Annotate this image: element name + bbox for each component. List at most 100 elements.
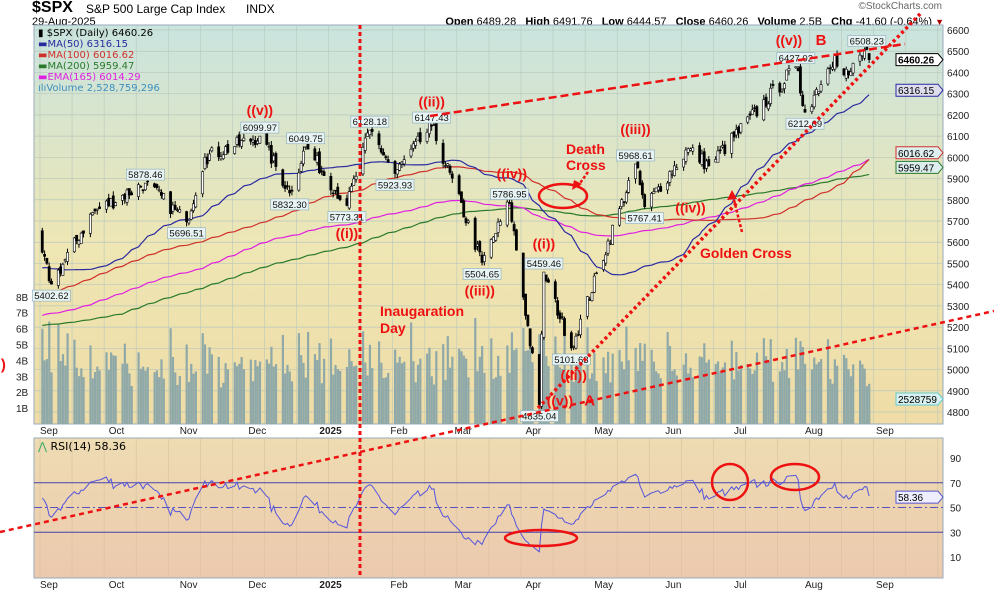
candle-body	[194, 195, 198, 208]
volume-bar	[700, 357, 704, 424]
volume-bar	[364, 362, 367, 424]
candle-body	[384, 156, 388, 159]
volume-bar	[831, 383, 834, 424]
candle-body	[185, 211, 188, 223]
candle-body	[489, 239, 493, 258]
last-value-marker	[895, 392, 944, 406]
candle-body	[139, 186, 143, 188]
candle-body	[698, 145, 702, 163]
date-tick-label: Jul	[734, 580, 747, 591]
price-label: 5767.41	[627, 214, 661, 225]
volume-bar	[490, 338, 493, 424]
candle-body	[867, 53, 871, 60]
candle-body	[640, 182, 644, 196]
volume-bar	[746, 363, 749, 424]
candle-body	[237, 134, 241, 146]
candle-body	[318, 151, 321, 174]
volume-bar	[350, 361, 353, 424]
volume-bar	[755, 352, 759, 424]
candle-body	[705, 160, 708, 169]
volume-bar	[845, 358, 848, 424]
price-label: 5402.62	[34, 291, 68, 302]
price-label-box	[462, 268, 502, 280]
candle-body	[675, 167, 679, 170]
volume-bar	[542, 320, 546, 424]
candle-body	[411, 143, 415, 149]
candle-body	[208, 153, 211, 161]
candle-body	[331, 192, 335, 195]
date-tick-label: Sep	[876, 580, 894, 591]
candle-body	[482, 255, 486, 262]
candle-body	[700, 153, 704, 165]
volume-tick-label: 3B	[16, 372, 29, 383]
volume-bar	[410, 322, 413, 424]
candle-body	[652, 191, 656, 194]
candle-body	[418, 132, 422, 143]
volume-bar	[258, 361, 262, 424]
volume-bar	[494, 377, 497, 424]
volume-bar	[526, 350, 530, 424]
price-tick-label: 5300	[947, 302, 970, 313]
volume-bar	[833, 359, 836, 424]
rsi-tick-label: 70	[950, 479, 962, 490]
volume-bar	[352, 366, 355, 424]
volume-bar	[128, 373, 131, 424]
candle-body	[414, 141, 418, 146]
candle-body	[111, 195, 115, 209]
candle-body	[395, 169, 399, 175]
candle-body	[95, 208, 99, 211]
price-label-box	[270, 198, 309, 211]
legend-ma100: ▬MA(100) 6016.62	[38, 50, 135, 61]
rsi-overbought-circle	[769, 462, 821, 492]
candle-body	[686, 148, 690, 153]
volume-bar	[89, 345, 92, 424]
candle-body	[91, 212, 95, 216]
volume-tick-label: 1B	[16, 404, 29, 415]
volume-bar	[66, 333, 69, 424]
volume-bar	[634, 347, 637, 424]
volume-bar	[689, 367, 692, 424]
volume-bar	[570, 358, 573, 424]
volume-bar	[703, 343, 706, 424]
volume-bar	[448, 367, 452, 424]
rsi-legend-text: RSI(14) 58.36	[50, 440, 126, 453]
price-label-box	[167, 227, 206, 240]
volume-bar	[716, 361, 720, 424]
legend-price: ▮ $SPX (Daily) 6460.26	[38, 28, 160, 39]
volume-bar	[355, 365, 358, 424]
candle-body	[304, 146, 308, 148]
volume-bar	[751, 373, 754, 424]
candle-body	[730, 132, 734, 154]
candle-body	[290, 189, 294, 192]
volume-bar	[593, 352, 596, 424]
volume-bar	[513, 350, 516, 424]
price-label: 6427.02	[779, 54, 813, 65]
volume-bar	[416, 364, 420, 424]
candle-body	[833, 55, 837, 70]
price-tick-label: 5900	[947, 175, 970, 186]
candle-body	[496, 221, 500, 233]
candle-body	[45, 258, 49, 264]
candle-body	[77, 240, 81, 245]
date-tick-label: Sep	[876, 426, 894, 437]
price-label-box	[785, 117, 825, 130]
volume-bar	[826, 339, 830, 424]
wave-label: B	[816, 32, 827, 49]
wave-label: ((i))	[336, 225, 359, 241]
candle-body	[203, 157, 207, 169]
volume-bar	[336, 369, 339, 424]
volume-bar	[98, 370, 101, 424]
candle-body	[803, 108, 807, 113]
volume-bar	[829, 379, 832, 424]
death-cross-circle	[537, 182, 589, 210]
volume-bar	[112, 355, 115, 424]
volume-bar	[476, 371, 479, 424]
volume-bar	[304, 377, 307, 424]
last-value-label: 5959.47	[898, 163, 935, 174]
arrow-head-icon	[572, 180, 582, 190]
candle-body	[574, 335, 578, 349]
volume-bar	[403, 361, 406, 424]
candle-body	[739, 123, 743, 133]
volume-bar	[691, 377, 694, 424]
wave-label: ((iv))	[497, 166, 527, 182]
